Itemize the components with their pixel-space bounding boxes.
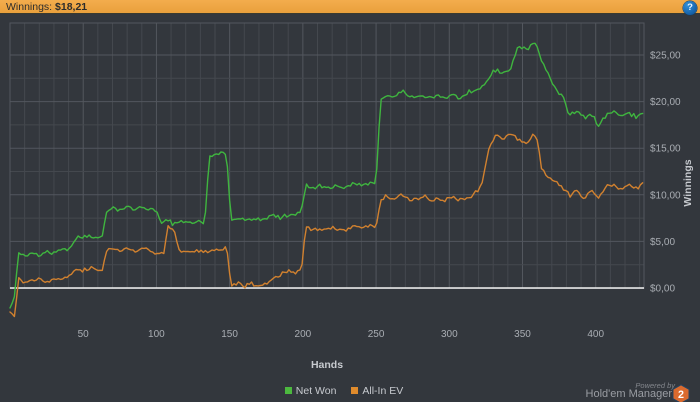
svg-text:2: 2 [678,389,684,401]
